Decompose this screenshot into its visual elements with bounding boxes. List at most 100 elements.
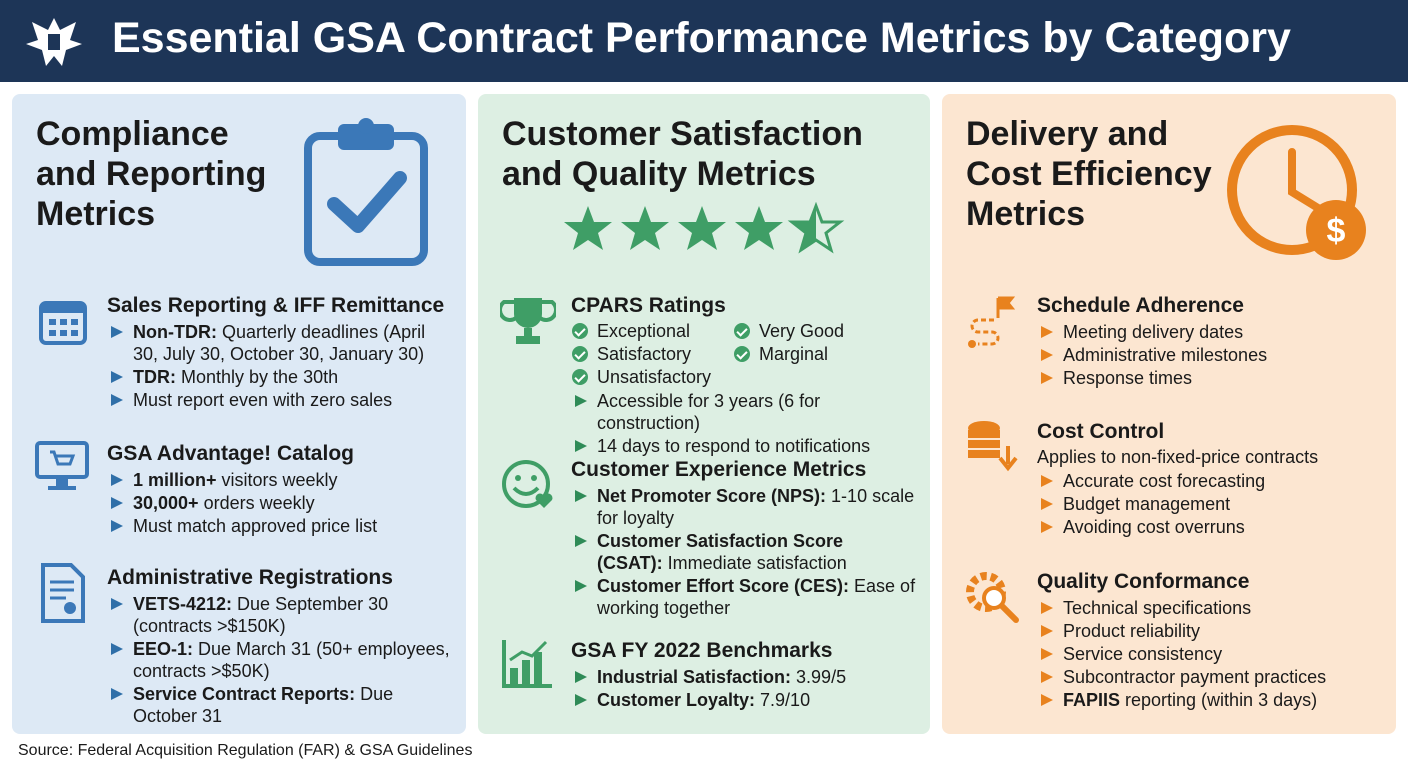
panel-title: Delivery and Cost Efficiency Metrics: [966, 114, 1212, 234]
list-item: VETS-4212: Due September 30 (contracts >$…: [107, 593, 452, 637]
section-heading: Quality Conformance: [1037, 570, 1250, 593]
item-bold: VETS-4212:: [133, 594, 233, 614]
item-bold: Customer Loyalty:: [597, 690, 756, 710]
list-item: 1 million+ visitors weekly: [107, 469, 452, 491]
monitor-icon: [35, 441, 89, 490]
item-bold: Customer Satisfaction Score (CSAT):: [597, 531, 844, 573]
panel-title-line: and Quality Metrics: [502, 155, 816, 193]
panel-title-line: Customer Satisfaction: [502, 115, 863, 153]
item-text: 1-10 scale for loyalty: [597, 486, 915, 528]
section: Cost Control Applies to non-fixed-price c…: [1037, 418, 1382, 538]
list-item: Response times: [1037, 367, 1382, 389]
item-text: visitors weekly: [221, 470, 338, 490]
list-item: Non-TDR: Quarterly deadlines (April 30, J…: [107, 321, 452, 365]
item-text: Immediate satisfaction: [667, 553, 847, 573]
list-item: EEO-1: Due March 31 (50+ employees, contr…: [107, 638, 452, 682]
svg-text:$: $: [1327, 212, 1346, 250]
list-item: Must report even with zero sales: [107, 389, 452, 411]
panel-title-line: Metrics: [36, 195, 156, 233]
item-text: Budget management: [1063, 494, 1231, 514]
item-text: Technical specifications: [1063, 598, 1252, 618]
list-item: Subcontractor payment practices: [1037, 666, 1382, 688]
item-text: Due March 31 (50+ employees, contracts >…: [133, 639, 450, 681]
item-text: Accessible for 3 years (6 for constructi…: [597, 391, 821, 433]
item-bold: EEO-1:: [133, 639, 194, 659]
panel-title-line: Compliance: [36, 115, 229, 153]
list-item: Industrial Satisfaction: 3.99/5: [571, 666, 926, 688]
item-bold: Net Promoter Score (NPS):: [597, 486, 827, 506]
item-bold: FAPIIS: [1063, 690, 1121, 710]
section: CPARS Ratings Exceptional Very Good Satisfa…: [571, 292, 926, 457]
item-text: Must report even with zero sales: [133, 390, 393, 410]
list-item: Service consistency: [1037, 643, 1382, 665]
section: Sales Reporting & IFF Remittance Non-TDR:…: [107, 292, 452, 411]
section-heading: GSA FY 2022 Benchmarks: [571, 639, 833, 662]
trophy-icon: [500, 298, 556, 344]
smiley-icon: [502, 460, 553, 508]
rating-list: Exceptional Very Good Satisfactory Marginal…: [571, 320, 926, 389]
clock-icon: $: [1227, 125, 1366, 260]
coins-icon: [968, 421, 1018, 472]
item-text: 3.99/5: [796, 667, 847, 687]
list-item: Avoiding cost overruns: [1037, 516, 1382, 538]
list-item: Service Contract Reports: Due October 31: [107, 683, 452, 727]
list-item: Customer Loyalty: 7.9/10: [571, 689, 926, 711]
list-item: Must match approved price list: [107, 515, 452, 537]
rating-item: Very Good: [733, 320, 913, 343]
rating-item: Marginal: [733, 343, 913, 366]
item-bold: Service Contract Reports:: [133, 684, 356, 704]
list-item: Customer Satisfaction Score (CSAT): Immed…: [571, 530, 926, 574]
rating-item: Satisfactory: [571, 343, 733, 366]
source-note: Source: Federal Acquisition Regulation (…: [18, 742, 473, 759]
item-bold: Industrial Satisfaction:: [597, 667, 792, 687]
section-heading: Customer Experience Metrics: [571, 458, 867, 481]
section: Customer Experience Metrics Net Promoter …: [571, 456, 926, 619]
panel-title-line: Metrics: [966, 195, 1086, 233]
section: GSA Advantage! Catalog 1 million+ visitors…: [107, 440, 452, 537]
item-text: 14 days to respond to notifications: [597, 436, 871, 456]
item-text: Due October 31: [133, 684, 394, 726]
list-item: Meeting delivery dates: [1037, 321, 1382, 343]
route-icon: [968, 296, 1016, 348]
item-text: reporting (within 3 days): [1125, 690, 1318, 710]
list-item: Net Promoter Score (NPS): 1-10 scale for …: [571, 485, 926, 529]
item-text: Ease of working together: [597, 576, 916, 618]
item-text: Administrative milestones: [1063, 345, 1268, 365]
list-item: Technical specifications: [1037, 597, 1382, 619]
list-item: Administrative milestones: [1037, 344, 1382, 366]
calendar-icon: [39, 301, 87, 345]
gear-icon: [966, 572, 1019, 623]
section-intro: Applies to non-fixed-price contracts: [1037, 447, 1319, 467]
document-icon: [41, 563, 85, 623]
list-item: Accessible for 3 years (6 for constructi…: [571, 390, 926, 434]
panel: Delivery and Cost Efficiency Metrics Schedu…: [942, 94, 1396, 734]
item-text: orders weekly: [203, 493, 315, 513]
item-text: Response times: [1063, 368, 1193, 388]
page-title: Essential GSA Contract Performance Metri…: [112, 14, 1291, 62]
item-text: Monthly by the 30th: [181, 367, 339, 387]
rating-item: Exceptional: [571, 320, 733, 343]
item-bold: TDR:: [133, 367, 176, 387]
section-heading: Cost Control: [1037, 420, 1165, 443]
section-heading: Sales Reporting & IFF Remittance: [107, 294, 445, 317]
panel: Customer Satisfaction and Quality Metrics…: [478, 94, 930, 734]
item-text: Must match approved price list: [133, 516, 378, 536]
item-text: Service consistency: [1063, 644, 1223, 664]
section: GSA FY 2022 Benchmarks Industrial Satisfa…: [571, 637, 926, 711]
item-bold: Customer Effort Score (CES):: [597, 576, 850, 596]
section-heading: Schedule Adherence: [1037, 294, 1244, 317]
item-text: Accurate cost forecasting: [1063, 471, 1266, 491]
list-item: 30,000+ orders weekly: [107, 492, 452, 514]
section-heading: CPARS Ratings: [571, 294, 726, 317]
panel-title: Customer Satisfaction and Quality Metrics: [502, 114, 863, 194]
barchart-icon: [502, 640, 552, 688]
item-text: Quarterly deadlines (April 30, July 30, …: [133, 322, 426, 364]
list-item: FAPIIS reporting (within 3 days): [1037, 689, 1382, 711]
rating-item: Unsatisfactory: [571, 366, 733, 389]
item-bold: 1 million+: [133, 470, 217, 490]
panel-title: Compliance and Reporting Metrics: [36, 114, 266, 234]
section-heading: Administrative Registrations: [107, 566, 393, 589]
section-heading: GSA Advantage! Catalog: [107, 442, 354, 465]
panel-title-line: Cost Efficiency: [966, 155, 1212, 193]
